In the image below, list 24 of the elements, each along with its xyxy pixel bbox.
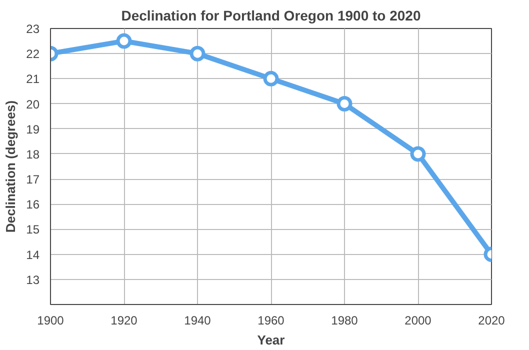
y-tick-label: 14 (26, 248, 40, 262)
y-tick-label: 21 (26, 72, 40, 86)
y-axis-title: Declination (degrees) (3, 100, 18, 233)
point (336, 96, 352, 112)
point (263, 70, 279, 86)
y-tick-label: 20 (26, 97, 40, 112)
y-tick-label: 16 (26, 198, 40, 212)
y-tick-label: 19 (26, 122, 40, 136)
x-tick-label: 1980 (331, 314, 358, 328)
point (190, 46, 206, 62)
x-axis-title: Year (257, 332, 285, 348)
x-tick-label: 1900 (37, 314, 64, 328)
y-tick-label: 15 (26, 222, 40, 237)
y-tick-label: 18 (26, 147, 40, 162)
x-tick-label: 2020 (478, 314, 506, 328)
chart-title: Declination for Portland Oregon 1900 to 2020 (121, 8, 421, 24)
x-tick-label: 2000 (404, 314, 432, 328)
x-tick-label: 1960 (258, 314, 285, 328)
y-tick-label: 13 (26, 272, 40, 287)
y-tick-label: 22 (26, 47, 40, 62)
x-tick-label: 1920 (110, 314, 138, 328)
y-tick-label: 17 (26, 172, 40, 187)
y-tick-label: 23 (26, 22, 40, 36)
x-tick-label: 1940 (184, 314, 212, 328)
